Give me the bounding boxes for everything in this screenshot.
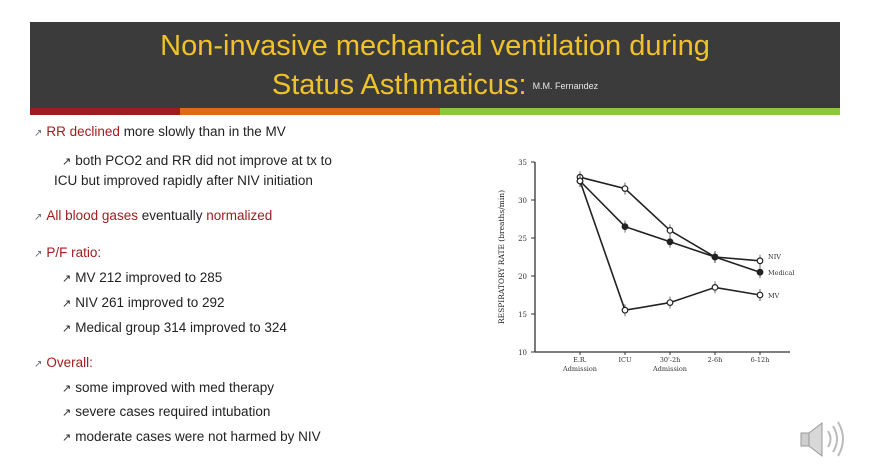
bullet-overall: ↗ Overall: [34,355,93,370]
series-label-medical: Medical [768,269,794,277]
bullet-text-red: All blood gases [46,208,138,223]
bullet-pco2-cont: ICU but improved rapidly after NIV initi… [54,173,313,188]
bullet-text-red: RR declined [46,124,120,139]
bullet-text: moderate cases were not harmed by NIV [75,429,321,444]
x-axis-label-fragment: Admission [652,365,687,373]
x-tick-label: 30'-2h [660,356,681,364]
data-point-medical [756,268,764,276]
bullet-arrow-icon: ↗ [62,156,72,168]
data-point-medical [621,223,629,230]
bullet-arrow-icon: ↗ [34,359,43,370]
bullet-not-harmed: ↗ moderate cases were not harmed by NIV [62,429,321,444]
bullet-arrow-icon: ↗ [62,298,72,310]
x-tick-label: ICU [618,356,632,364]
slide-title-line1: Non-invasive mechanical ventilation duri… [160,30,710,62]
bullet-text: NIV 261 improved to 292 [75,295,225,310]
bullet-blood-gases: ↗ All blood gases eventually normalized [34,208,272,223]
bullet-text: both PCO2 and RR did not improve at tx t… [75,153,332,168]
accent-strip-green [440,108,840,115]
y-axis-label: RESPIRATORY RATE (breaths/min) [497,190,506,324]
bullet-pf-ratio: ↗ P/F ratio: [34,245,101,260]
bullet-arrow-icon: ↗ [62,432,72,444]
data-point-medical [666,238,674,246]
x-tick-label: E.R. [573,356,587,364]
slide-title-line2-text: Status Asthmaticus: [271,69,527,101]
bullet-arrow-icon: ↗ [62,273,72,285]
bullet-arrow-icon: ↗ [62,383,72,395]
bullet-arrow-icon: ↗ [34,212,43,223]
series-line-niv [579,176,761,262]
author-name: M.M. Fernandez [532,81,599,92]
bullet-niv: ↗ NIV 261 improved to 292 [62,295,225,310]
bullet-arrow-icon: ↗ [34,128,43,139]
bullet-arrow-icon: ↗ [34,249,43,260]
bullet-mv: ↗ MV 212 improved to 285 [62,270,222,285]
y-tick-label: 25 [518,235,527,243]
bullet-text-red: P/F ratio: [46,245,102,260]
data-point-medical [711,253,719,261]
bullet-text: ICU but improved rapidly after NIV initi… [54,173,313,188]
bullet-text: severe cases required intubation [75,404,271,419]
bullet-intubation: ↗ severe cases required intubation [62,404,270,419]
y-tick-label: 15 [518,311,527,319]
bullet-text-red: Overall: [46,355,93,370]
y-tick-label: 30 [518,197,527,205]
y-tick-label: 10 [518,349,527,357]
y-tick-label: 35 [518,159,527,167]
data-point-niv [621,185,629,192]
bullet-pco2: ↗ both PCO2 and RR did not improve at tx … [62,153,332,168]
slide-title-bar: Non-invasive mechanical ventilation duri… [30,22,840,112]
data-point-mv [711,283,719,291]
y-tick-label: 20 [518,273,527,281]
data-point-niv [666,226,674,234]
bullet-medical: ↗ Medical group 314 improved to 324 [62,320,287,335]
data-point-mv [756,291,764,299]
series-label-mv: MV [768,292,780,300]
data-point-mv [576,177,584,185]
accent-strip-orange [180,108,440,115]
bullet-text: Medical group 314 improved to 324 [75,320,287,335]
data-point-niv [756,257,764,265]
bullet-text: more slowly than in the MV [119,124,286,139]
bullet-text-red: normalized [206,208,273,223]
slide-title-line2: Status Asthmaticus: M.M. Fernandez [30,69,840,102]
speaker-icon[interactable] [795,418,850,460]
bullet-text: some improved with med therapy [75,380,275,395]
data-point-mv [666,299,674,307]
x-tick-label: 2-6h [708,356,723,364]
accent-strip-red [30,108,180,115]
x-tick-label: 6-12h [751,356,770,364]
x-axis-label-fragment: Admission [562,365,597,373]
bullet-arrow-icon: ↗ [62,323,72,335]
respiratory-rate-chart: 10 15 20 25 30 35 RESPIRATORY RATE (breaths/mi… [497,159,794,373]
bullet-med-therapy: ↗ some improved with med therapy [62,380,274,395]
bullet-rr-declined: ↗ RR declined more slowly than in the MV [34,124,286,139]
bullet-text: MV 212 improved to 285 [75,270,223,285]
series-label-niv: NIV [768,253,781,261]
bullet-arrow-icon: ↗ [62,407,72,419]
bullet-text: eventually [137,208,207,223]
data-point-mv [621,306,629,314]
